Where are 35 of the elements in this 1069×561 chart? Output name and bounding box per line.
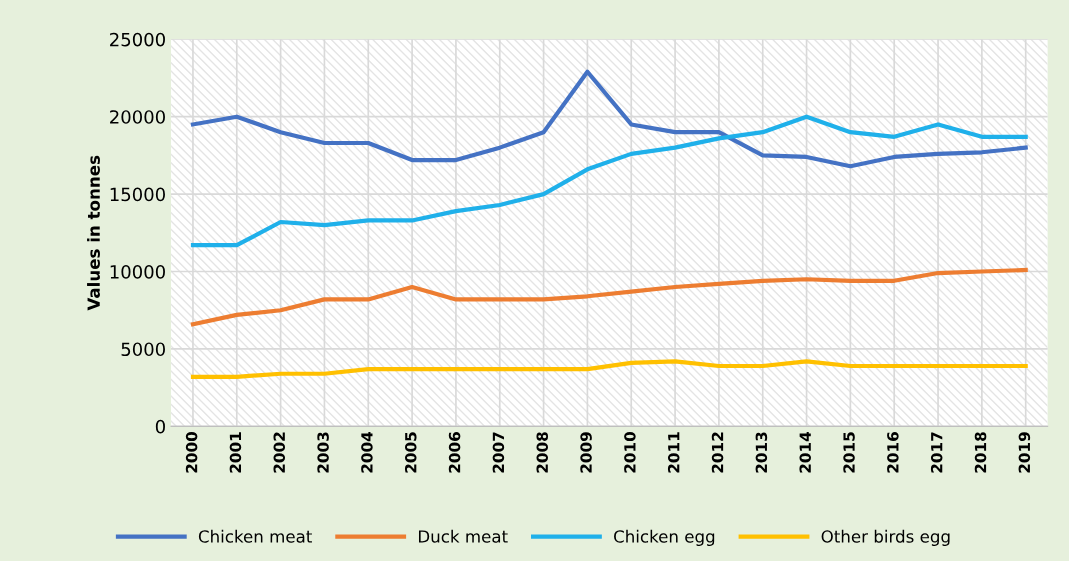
x-tick-label: 2009 [580, 432, 592, 473]
x-tick-label: 2010 [624, 431, 636, 473]
legend-label: Other birds egg [821, 529, 950, 546]
y-tick-label: 10000 [110, 264, 165, 279]
x-tick-label: 2013 [755, 432, 768, 473]
x-tick-label: 2005 [404, 432, 417, 473]
y-tick-label: 15000 [110, 187, 165, 202]
line-series [190, 69, 1028, 169]
y-tick-label: 25000 [110, 32, 165, 47]
legend-label: Duck meat [418, 529, 508, 543]
x-tick-label: 2015 [843, 432, 855, 473]
x-tick-label: 2018 [974, 432, 987, 473]
x-tick-label: 2006 [448, 432, 461, 473]
x-tick-label: 2004 [361, 431, 373, 473]
y-axis-title: Values in tonnes [87, 155, 100, 311]
line-series [190, 267, 1028, 327]
x-tick-label: 2000 [185, 431, 198, 473]
x-tick-label: 2003 [317, 432, 329, 473]
y-tick-label: 0 [155, 419, 165, 434]
y-tick-label: 5000 [121, 342, 165, 357]
line-series [190, 114, 1028, 248]
x-tick-label: 2008 [536, 432, 549, 473]
y-tick-label: 20000 [110, 110, 165, 124]
x-tick-label: 2012 [711, 432, 724, 473]
legend-label: Chicken meat [198, 529, 312, 543]
x-tick-label: 2011 [667, 432, 680, 473]
legend-label: Chicken egg [614, 529, 715, 546]
x-tick-label: 2016 [887, 432, 899, 473]
x-tick-label: 2017 [930, 432, 943, 473]
x-tick-label: 2001 [229, 432, 242, 473]
line-series [190, 359, 1028, 379]
x-tick-label: 2007 [492, 432, 505, 473]
x-tick-label: 2014 [799, 431, 811, 473]
x-tick-label: 2002 [273, 432, 286, 473]
x-tick-label: 2019 [1018, 432, 1031, 473]
